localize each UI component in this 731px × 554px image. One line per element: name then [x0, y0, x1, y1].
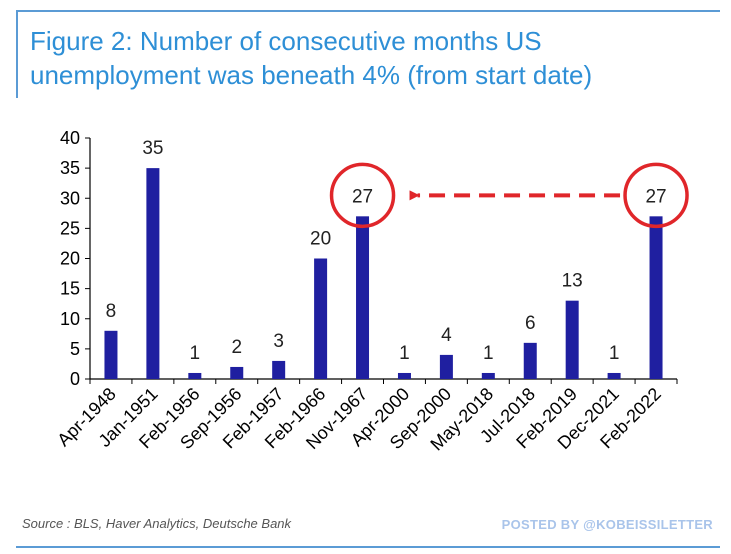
bar-nov-1967 [356, 216, 370, 379]
data-label: 1 [483, 343, 494, 364]
data-label: 13 [562, 271, 583, 292]
bottom-rule [16, 546, 720, 548]
y-tick-label: 40 [60, 128, 80, 148]
y-axis: 0 5 10 15 20 25 30 35 40 [60, 128, 91, 389]
x-axis: Apr-1948Jan-1951Feb-1956Sep-1956Feb-1957… [53, 378, 678, 454]
data-label: 20 [310, 229, 331, 250]
bar-sep-1956 [230, 366, 244, 379]
source-note: Source : BLS, Haver Analytics, Deutsche … [22, 516, 292, 531]
bar-feb-1956 [188, 372, 202, 379]
posted-by-watermark: POSTED BY @KOBEISSILETTER [501, 517, 713, 532]
y-tick-label: 0 [70, 369, 80, 389]
highlight-circle [329, 162, 396, 229]
data-label: 3 [273, 331, 284, 352]
bar-feb-2019 [565, 300, 579, 379]
highlight-circle [623, 162, 689, 229]
data-label: 27 [645, 186, 666, 207]
y-tick-label: 5 [70, 339, 80, 359]
data-label: 35 [142, 138, 163, 159]
data-label: 2 [231, 337, 242, 358]
data-label: 1 [399, 343, 410, 364]
bar-feb-2022 [649, 216, 663, 379]
data-label: 4 [441, 325, 452, 346]
y-tick-label: 20 [60, 249, 80, 269]
data-label: 1 [609, 343, 620, 364]
bar-sep-2000 [439, 354, 453, 379]
y-tick-label: 15 [60, 279, 80, 299]
data-label: 6 [525, 313, 536, 334]
data-label: 27 [352, 186, 373, 207]
data-label: 1 [190, 343, 201, 364]
bar-apr-1948 [104, 330, 118, 379]
bar-feb-1966 [314, 258, 328, 379]
bar-dec-2021 [607, 372, 621, 379]
chart-title: Figure 2: Number of consecutive months U… [30, 26, 593, 90]
bar-feb-1957 [272, 360, 286, 379]
y-tick-label: 25 [60, 218, 80, 238]
bars [104, 168, 663, 379]
top-rule [16, 10, 720, 12]
bar-may-2018 [481, 372, 495, 379]
bar-jul-2018 [523, 342, 537, 379]
y-tick-label: 30 [60, 188, 80, 208]
bar-apr-2000 [397, 372, 411, 379]
y-tick-label: 35 [60, 158, 80, 178]
data-label: 8 [106, 301, 117, 322]
left-rule [16, 10, 18, 98]
bar-jan-1951 [146, 168, 160, 379]
y-tick-label: 10 [60, 309, 80, 329]
annotations [329, 162, 689, 229]
